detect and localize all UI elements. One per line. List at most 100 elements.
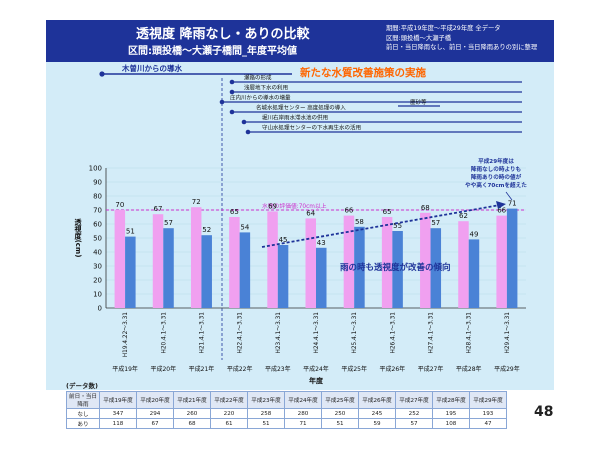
year-label: 平成28年	[456, 365, 482, 373]
data-label: 66	[497, 207, 506, 215]
bar-ari	[468, 239, 480, 308]
table-header-cell: 平成26年度	[358, 391, 396, 409]
year-label: 平成21年	[189, 365, 215, 373]
y-tick-label: 90	[93, 179, 102, 187]
x-tick-label: H21.4.1〜3.31	[199, 312, 205, 354]
timeline-dot	[229, 109, 235, 115]
page-title: 透視度 降雨なし・ありの比較	[136, 27, 310, 42]
bar-nashi	[420, 212, 431, 308]
timeline-dot	[241, 119, 247, 125]
x-tick-label: H19.4.22〜3.31	[123, 312, 129, 358]
x-tick-label: H26.4.1〜3.31	[390, 312, 396, 354]
year-label: 平成24年	[303, 365, 329, 373]
data-label: 72	[192, 198, 201, 206]
bar-ari	[125, 236, 136, 308]
timeline-dot	[229, 89, 235, 95]
chart-panel	[46, 62, 554, 390]
data-label: 64	[306, 209, 315, 217]
table-header-cell: 平成24年度	[284, 391, 322, 409]
bar-ari	[506, 208, 518, 308]
note-line: 降雨なしの時よりも	[471, 165, 521, 173]
y-axis-label: 透視度(cm)	[74, 218, 83, 258]
table-cell: 68	[173, 418, 211, 429]
table-row: あり 118 67 68 61 51 71 51 59 57 108 47	[66, 418, 507, 429]
trend-arrow	[261, 204, 501, 248]
timeline-label: 瀬路の形成	[244, 74, 272, 82]
table-cell: 47	[469, 418, 507, 429]
timeline-dot	[229, 79, 235, 85]
data-label: 43	[317, 239, 326, 247]
data-label: 45	[279, 236, 288, 244]
table-header-cell: 平成28年度	[432, 391, 470, 409]
year-label: 平成19年	[112, 365, 138, 373]
data-label: 55	[393, 222, 402, 230]
year-label: 平成26年	[380, 365, 406, 373]
timeline-dot	[99, 71, 105, 77]
bar-nashi	[114, 210, 126, 308]
y-tick-label: 70	[93, 207, 102, 215]
data-label: 70	[115, 201, 124, 209]
data-label: 54	[240, 223, 249, 231]
header-info-line: 区間:頭投橋〜大瀬子橋	[386, 34, 452, 42]
table-row-label: あり	[66, 418, 100, 429]
timeline-label: 守山水処理センターの下水再生水の活用	[262, 124, 361, 132]
trend-annotation: 雨の時も透視度が改善の傾向	[340, 262, 451, 273]
table-cell: 108	[432, 418, 470, 429]
table-cell: 258	[247, 408, 285, 419]
table-row-label: なし	[66, 408, 100, 419]
note-line: やや高く70cmを超えた	[465, 181, 527, 189]
table-header-cell: 平成29年度	[469, 391, 507, 409]
bar-nashi	[267, 211, 278, 308]
data-label: 68	[421, 204, 430, 212]
bar-ari	[201, 235, 212, 308]
header-info-line: 期間:平成19年度〜平成29年度 全データ	[386, 25, 501, 32]
bar-ari	[430, 228, 442, 308]
table-cell: 220	[210, 408, 248, 419]
bar-nashi	[152, 214, 164, 308]
x-tick-label: H25.4.1〜3.31	[352, 312, 358, 354]
data-label: 69	[268, 202, 277, 210]
trend-arrowhead	[496, 201, 506, 209]
x-tick-label: H29.4.1〜3.31	[505, 312, 511, 354]
x-tick-label: H24.4.1〜3.31	[314, 312, 320, 354]
bar-nashi	[190, 207, 202, 308]
table-cell: 294	[136, 408, 174, 419]
table-cell: 280	[284, 408, 322, 419]
bar-ari	[277, 245, 289, 308]
data-label: 62	[459, 212, 468, 220]
data-label: 52	[202, 226, 211, 234]
timeline-label: 木曽川からの導水	[121, 63, 182, 73]
bar-nashi	[343, 215, 355, 308]
y-tick-label: 10	[93, 291, 102, 299]
page-subtitle: 区間:頭投橋〜大瀬子橋間_年度平均値	[128, 46, 297, 57]
x-tick-label: H23.4.1〜3.31	[276, 312, 282, 354]
timeline-label: 堀川右岸雨水滞水池の供用	[262, 114, 328, 122]
table-header-cell: 前日・当日降雨	[66, 391, 100, 409]
data-label: 67	[154, 205, 163, 213]
table-cell: 67	[136, 418, 174, 429]
y-tick-label: 60	[93, 221, 102, 229]
year-label: 平成23年	[265, 365, 291, 373]
table-header-cell: 平成20年度	[136, 391, 174, 409]
bar-nashi	[381, 217, 393, 308]
note-line: 平成29年度は	[478, 157, 514, 165]
y-tick-label: 40	[93, 249, 102, 257]
timeline-label: 浅層地下水の利用	[244, 84, 288, 92]
bar-ari	[163, 228, 174, 308]
bar-ari	[239, 232, 251, 308]
table-cell: 59	[358, 418, 396, 429]
data-label: 65	[230, 208, 239, 216]
table-cell: 250	[321, 408, 359, 419]
data-label: 65	[383, 208, 392, 216]
table-header-cell: 平成25年度	[321, 391, 359, 409]
note-line: 降雨ありの時の値が	[471, 173, 522, 181]
table-row: なし 347 294 260 220 258 280 250 245 252 195 193	[66, 408, 507, 419]
timeline-label: 庄内川からの導水の増量	[230, 94, 291, 102]
timeline-label: 塵砂等	[410, 98, 427, 106]
reference-label: 水質の評価値:70cm以上	[262, 202, 327, 210]
data-label: 57	[164, 219, 173, 227]
bar-nashi	[229, 217, 240, 308]
header-bar: 透視度 降雨なし・ありの比較 区間:頭投橋〜大瀬子橋間_年度平均値 期間:平成1…	[46, 20, 554, 62]
table-cell: 347	[99, 408, 137, 419]
